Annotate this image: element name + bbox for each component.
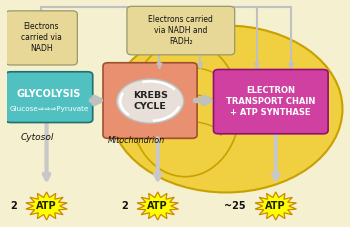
Text: 2: 2 [10, 201, 17, 211]
Text: KREBS
CYCLE: KREBS CYCLE [133, 91, 168, 111]
Polygon shape [26, 192, 67, 220]
Polygon shape [137, 192, 178, 220]
Text: 2: 2 [121, 201, 128, 211]
FancyBboxPatch shape [103, 63, 197, 138]
FancyBboxPatch shape [6, 11, 77, 65]
FancyBboxPatch shape [6, 72, 93, 123]
Text: ATP: ATP [36, 201, 57, 211]
Ellipse shape [110, 25, 342, 192]
Text: Electrons carried
via NADH and
FADH₂: Electrons carried via NADH and FADH₂ [148, 15, 213, 46]
Text: ~25: ~25 [224, 201, 246, 211]
Text: ATP: ATP [265, 201, 286, 211]
FancyBboxPatch shape [214, 69, 328, 134]
Circle shape [117, 79, 184, 123]
Text: Mitochondrion: Mitochondrion [108, 136, 165, 145]
Text: Cytosol: Cytosol [21, 133, 54, 142]
Text: ELECTRON
TRANSPORT CHAIN
+ ATP SYNTHASE: ELECTRON TRANSPORT CHAIN + ATP SYNTHASE [226, 86, 315, 117]
Text: Glucose⇒⇒⇒Pyruvate: Glucose⇒⇒⇒Pyruvate [9, 106, 89, 112]
Text: Electrons
carried via
NADH: Electrons carried via NADH [21, 22, 62, 53]
Text: GLYCOLYSIS: GLYCOLYSIS [17, 89, 81, 99]
FancyBboxPatch shape [127, 6, 235, 55]
Text: ATP: ATP [147, 201, 168, 211]
Polygon shape [255, 192, 296, 220]
